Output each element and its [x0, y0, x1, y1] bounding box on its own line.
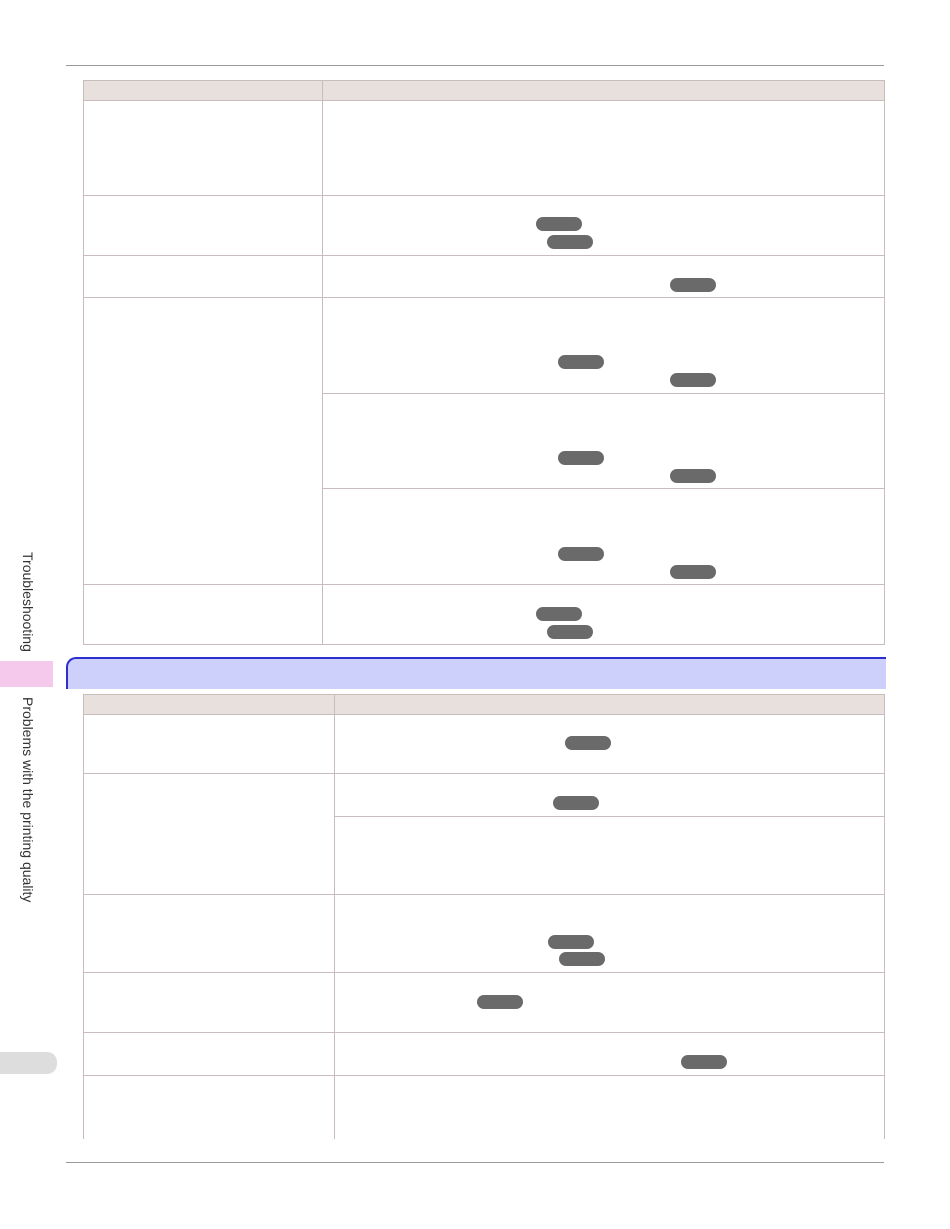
table-1: [83, 80, 885, 645]
table-row-divider: [84, 255, 884, 256]
table-row-divider: [84, 773, 884, 774]
reference-link-badge[interactable]: [558, 451, 604, 465]
table-subrow-divider: [334, 816, 884, 817]
table-row-divider: [84, 894, 884, 895]
table-2-header: [84, 695, 884, 715]
reference-link-badge[interactable]: [548, 935, 594, 949]
sidebar-chapter-label: Problems with the printing quality: [20, 697, 36, 903]
reference-link-badge[interactable]: [558, 547, 604, 561]
table-subrow-divider: [322, 488, 884, 489]
reference-link-badge[interactable]: [670, 373, 716, 387]
reference-link-badge[interactable]: [681, 1055, 727, 1069]
table-row-divider: [84, 1032, 884, 1033]
table-row-divider: [84, 972, 884, 973]
reference-link-badge[interactable]: [670, 278, 716, 292]
header-rule: [66, 65, 884, 66]
table-subrow-divider: [322, 393, 884, 394]
reference-link-badge[interactable]: [559, 952, 605, 966]
table-row-divider: [84, 195, 884, 196]
table-2: [83, 694, 885, 1139]
reference-link-badge[interactable]: [477, 995, 523, 1009]
reference-link-badge[interactable]: [547, 235, 593, 249]
reference-link-badge[interactable]: [565, 736, 611, 750]
reference-link-badge[interactable]: [536, 607, 582, 621]
table-row-divider: [84, 297, 884, 298]
section-heading-bar: [66, 657, 886, 689]
reference-link-badge[interactable]: [553, 796, 599, 810]
table-row-divider: [84, 584, 884, 585]
table-1-column-divider: [322, 81, 323, 644]
sidebar-section-tab: [0, 661, 53, 687]
sidebar-page-tab: [0, 1052, 57, 1074]
reference-link-badge[interactable]: [670, 565, 716, 579]
table-1-header: [84, 81, 884, 101]
table-row-divider: [84, 1075, 884, 1076]
table-2-column-divider: [334, 695, 335, 1139]
sidebar-section-label: Troubleshooting: [20, 552, 36, 652]
reference-link-badge[interactable]: [670, 469, 716, 483]
reference-link-badge[interactable]: [536, 217, 582, 231]
reference-link-badge[interactable]: [558, 355, 604, 369]
footer-rule: [66, 1162, 884, 1163]
reference-link-badge[interactable]: [547, 625, 593, 639]
